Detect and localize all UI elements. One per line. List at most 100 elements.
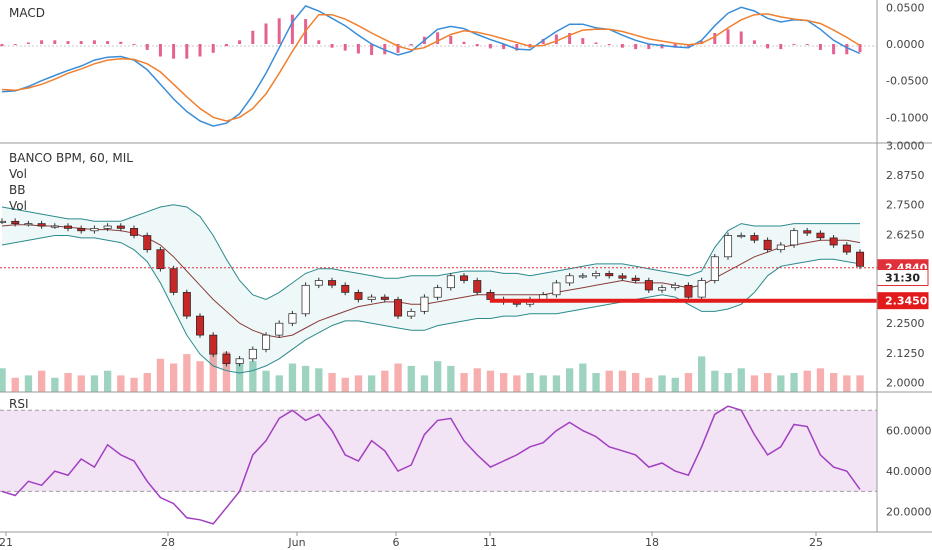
price-y-tick-label: 3.0000 [886, 139, 925, 152]
volume-bar [288, 363, 297, 392]
volume-bar [500, 373, 508, 392]
macd-histogram-bar [713, 33, 717, 44]
rsi-band [0, 410, 877, 492]
volume-bar [24, 375, 33, 392]
macd-histogram-bar [634, 44, 638, 50]
macd-histogram-bar [132, 44, 136, 45]
candle [552, 280, 561, 298]
candle [565, 273, 574, 286]
volume-bar [632, 373, 640, 392]
candle [143, 232, 152, 253]
volume-bar [856, 375, 864, 392]
time-x-axis: 21 28 Jun 6 11 18 25 [0, 532, 823, 549]
macd-histogram-bar [370, 44, 374, 55]
macd-histogram-bar [251, 30, 255, 44]
candle [248, 346, 257, 362]
candle [288, 310, 297, 327]
macd-histogram-bar [594, 42, 598, 44]
candle [658, 284, 667, 293]
volume-bar [434, 361, 442, 392]
candle [196, 313, 205, 338]
macd-histogram-bar [568, 33, 572, 44]
volume-bar [830, 373, 838, 392]
volume-bar [156, 358, 165, 392]
macd-histogram-bar [554, 34, 558, 44]
volume-bar [51, 377, 59, 392]
rsi-pane: RSI 60.0000 40.0000 20.0000 [0, 397, 932, 525]
rsi-y-tick-label: 40.0000 [886, 465, 932, 478]
macd-y-tick-label: 0.0000 [886, 38, 925, 51]
candle [737, 232, 746, 239]
volume-bar [104, 370, 112, 392]
macd-histogram-bar [330, 44, 334, 48]
candle [341, 282, 350, 296]
volume-bar [381, 370, 389, 392]
macd-histogram-bar [13, 44, 17, 45]
macd-histogram-bar [198, 44, 202, 57]
candle [354, 289, 363, 303]
volume-bar [816, 368, 825, 392]
macd-histogram-bar [739, 31, 743, 44]
volume-bar [539, 375, 547, 392]
macd-histogram-bar [805, 44, 809, 45]
macd-histogram-bar [396, 44, 400, 53]
volume-bar [64, 373, 72, 392]
macd-histogram-bar [356, 44, 360, 54]
candle [275, 320, 284, 338]
macd-histogram-bar [277, 18, 281, 44]
candle [37, 220, 46, 229]
price-y-tick-label: 2.2500 [886, 317, 925, 330]
macd-histogram-bar [792, 44, 796, 45]
volume-bar [711, 370, 719, 392]
volume-bar [222, 351, 231, 392]
macd-histogram-bar [53, 40, 57, 44]
volume-bar [803, 370, 811, 392]
candle [11, 218, 20, 227]
candle [0, 218, 7, 225]
candle [169, 265, 178, 296]
candle [816, 230, 825, 241]
price-pane: BANCO BPM, 60, MIL Vol BB Vol 3.0000 2.87… [0, 139, 929, 392]
price-tag-label: 2.3450 [885, 295, 928, 308]
macd-pane: MACD 0.0500 0.0000 -0.0500 -0.1000 [0, 1, 928, 127]
volume-bar [843, 375, 851, 392]
candle [328, 277, 337, 289]
candle [697, 277, 706, 300]
macd-histogram-bar [779, 44, 783, 50]
candle [776, 242, 785, 253]
macd-histogram-bar [488, 44, 492, 49]
symbol-title: BANCO BPM, 60, MIL [9, 151, 133, 165]
price-y-tick-label: 2.6250 [886, 228, 925, 241]
bollinger-lower-band [1, 235, 861, 374]
candle [671, 282, 680, 291]
volume-bar [526, 373, 534, 392]
volume-bar [566, 368, 574, 392]
candle [222, 351, 231, 367]
rsi-pane-title: RSI [9, 397, 29, 411]
macd-histogram-bar [79, 41, 83, 44]
volume-bar [11, 377, 19, 392]
candle [130, 225, 139, 239]
macd-histogram-bar [26, 42, 30, 44]
price-y-tick-label: 2.0000 [886, 377, 925, 390]
price-tag-label: 31:30 [885, 272, 920, 285]
candle [394, 296, 403, 319]
macd-y-tick-label: -0.0500 [886, 75, 928, 88]
volume-bar [77, 375, 85, 392]
macd-y-tick-label: 0.0500 [886, 1, 925, 14]
candle [420, 294, 429, 315]
indicator-label-vol-2: Vol [9, 199, 27, 213]
candle [380, 294, 389, 303]
candle [77, 225, 86, 234]
candle [473, 277, 482, 296]
macd-histogram-bar [726, 29, 730, 44]
macd-histogram-bar [290, 14, 294, 44]
macd-histogram-bar [211, 44, 215, 53]
candle [763, 237, 772, 253]
price-y-tick-label: 2.1250 [886, 347, 925, 360]
volume-bar [684, 373, 693, 392]
candle [684, 282, 693, 300]
price-y-tick-label: 2.7500 [886, 199, 925, 212]
volume-bar [447, 365, 455, 392]
volume-bar [0, 368, 6, 392]
